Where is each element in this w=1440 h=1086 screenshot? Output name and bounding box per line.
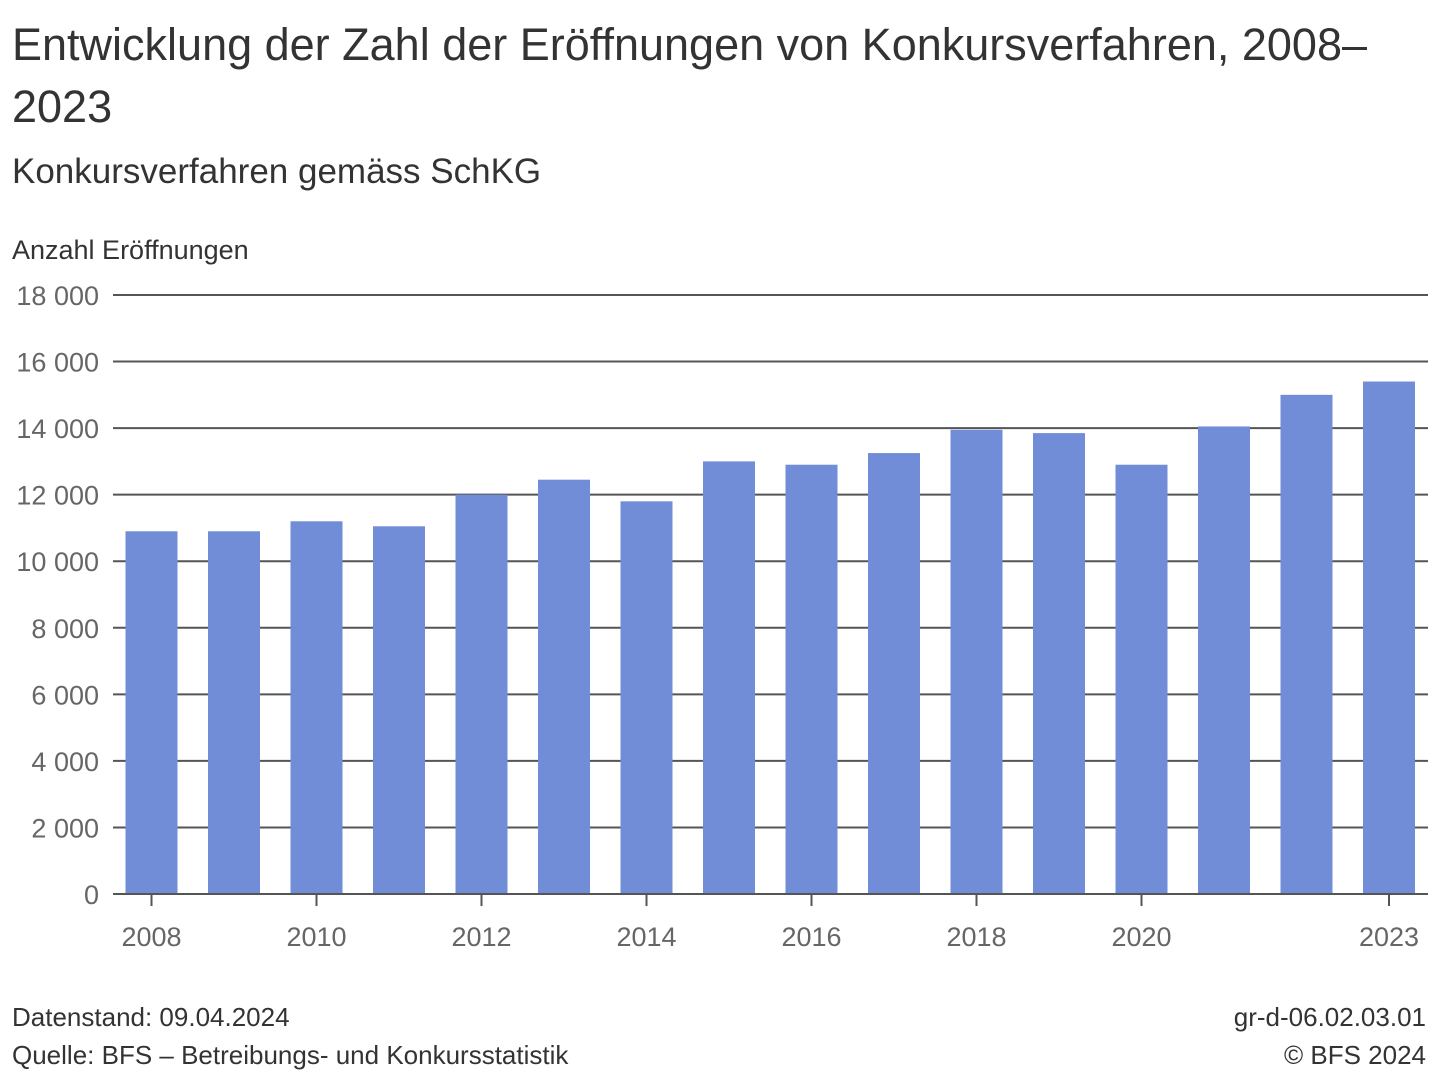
x-tick-label: 2016 <box>781 922 841 952</box>
bar-2022 <box>1280 394 1333 894</box>
y-tick-label: 4 000 <box>31 747 99 777</box>
bar-2014 <box>620 501 673 894</box>
x-tick-label: 2020 <box>1111 922 1171 952</box>
data-date: Datenstand: 09.04.2024 <box>12 1002 290 1032</box>
copyright: © BFS 2024 <box>1283 1040 1426 1070</box>
y-tick-label: 14 000 <box>16 414 99 444</box>
y-tick-label: 0 <box>84 880 99 910</box>
bar-2016 <box>785 464 838 894</box>
bar-2021 <box>1198 426 1250 894</box>
chart-subtitle: Konkursverfahren gemäss SchKG <box>12 152 542 191</box>
chart-code: gr-d-06.02.03.01 <box>1233 1002 1426 1032</box>
bar-2011 <box>373 526 425 894</box>
bar-2017 <box>868 453 920 894</box>
bar-2019 <box>1033 433 1085 894</box>
bar-2008 <box>125 531 178 894</box>
bar-2013 <box>538 479 590 894</box>
bar-2018 <box>950 429 1003 894</box>
y-tick-label: 12 000 <box>16 481 99 511</box>
bars <box>125 381 1415 894</box>
x-tick-label: 2018 <box>946 922 1006 952</box>
y-tick-label: 8 000 <box>31 614 99 644</box>
x-tick-label: 2023 <box>1359 922 1419 952</box>
x-tick-label: 2008 <box>121 922 181 952</box>
y-tick-label: 16 000 <box>16 348 99 378</box>
y-tick-label: 2 000 <box>31 813 99 843</box>
bar-2020 <box>1115 464 1168 894</box>
bar-2010 <box>290 521 343 894</box>
bar-chart: 0 2 000 4 000 6 000 8 000 10 000 12 000 14 000 1… <box>16 281 1428 952</box>
x-axis: 2008 2010 2012 2014 2016 2018 2020 2023 <box>113 893 1428 952</box>
bar-2009 <box>208 531 260 894</box>
x-tick-label: 2012 <box>451 922 511 952</box>
y-axis-label: Anzahl Eröffnungen <box>12 235 249 265</box>
x-tick-label: 2014 <box>616 922 676 952</box>
bar-2023 <box>1363 381 1415 894</box>
y-tick-label: 6 000 <box>31 680 99 710</box>
bar-2012 <box>455 494 508 894</box>
x-tick-label: 2010 <box>286 922 346 952</box>
data-source: Quelle: BFS – Betreibungs- und Konkursst… <box>12 1040 569 1070</box>
chart-title: Entwicklung der Zahl der Eröffnungen von… <box>12 19 1368 132</box>
y-tick-labels: 0 2 000 4 000 6 000 8 000 10 000 12 000 14 000 1… <box>16 281 99 910</box>
bar-2015 <box>703 461 755 894</box>
y-tick-label: 10 000 <box>16 547 99 577</box>
y-tick-label: 18 000 <box>16 281 99 311</box>
